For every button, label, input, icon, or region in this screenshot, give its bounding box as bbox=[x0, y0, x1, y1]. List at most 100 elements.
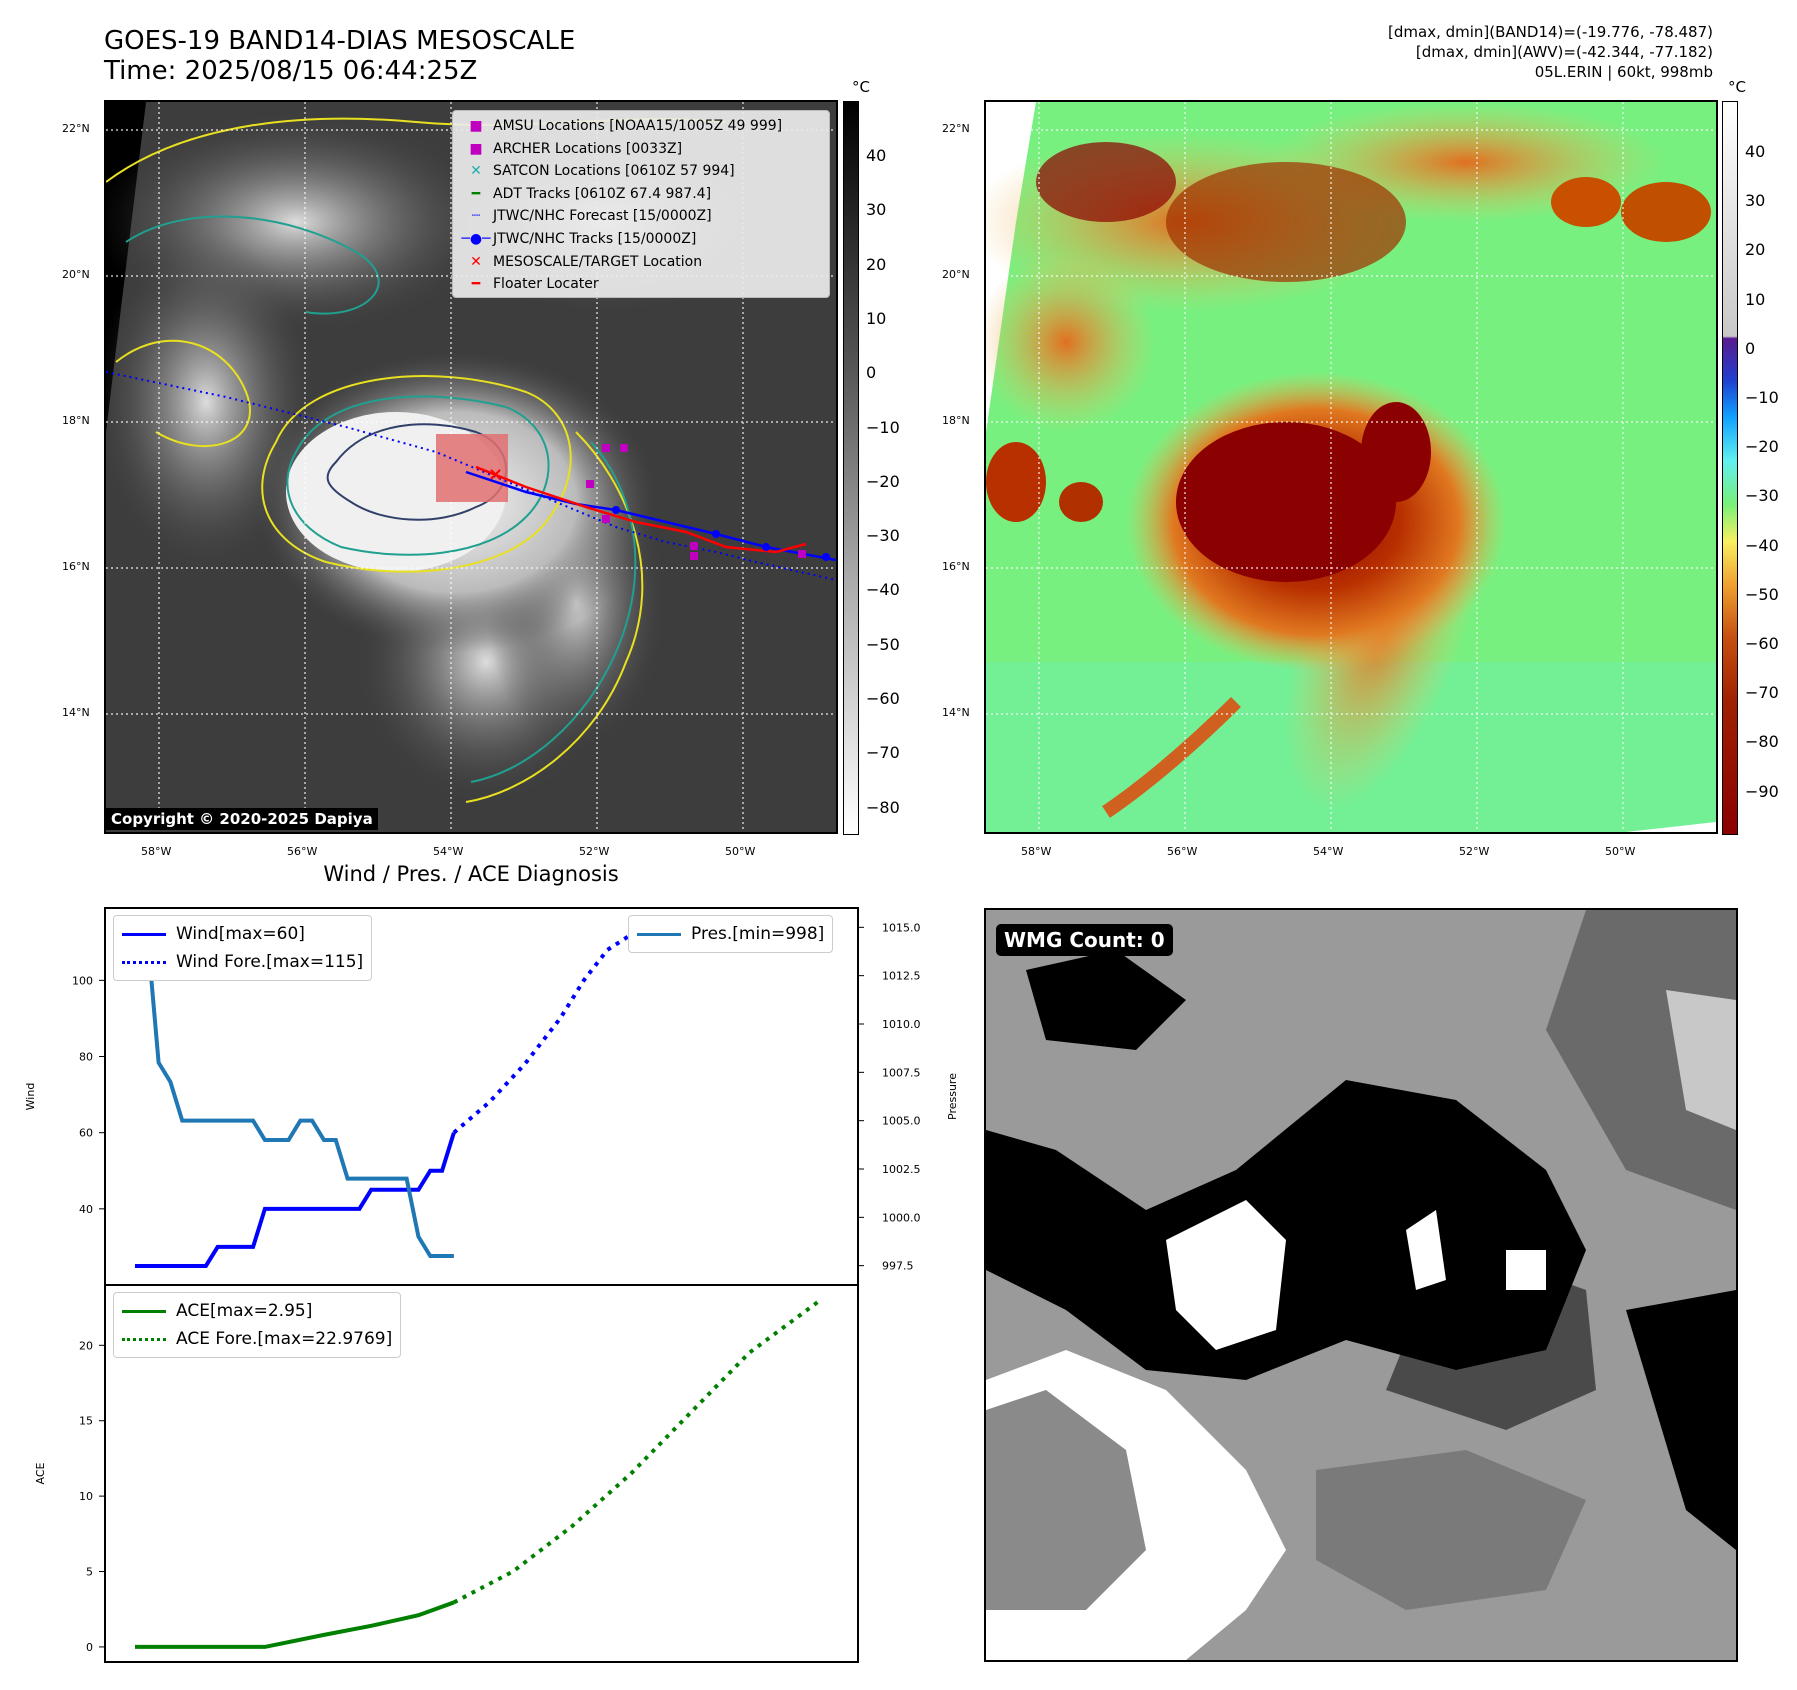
title-line1: GOES-19 BAND14-DIAS MESOSCALE bbox=[104, 26, 576, 56]
diagnosis-title: Wind / Pres. / ACE Diagnosis bbox=[323, 862, 619, 886]
wmg-count-label: WMG Count: 0 bbox=[996, 924, 1173, 956]
info-line3: 05L.ERIN | 60kt, 998mb bbox=[1534, 63, 1713, 81]
wind-y-tick-label: 80 bbox=[79, 1051, 93, 1064]
ace-y-tick-label: 5 bbox=[86, 1566, 93, 1579]
pressure-y-tick-label: 1002.5 bbox=[882, 1163, 921, 1176]
ace-legend: ACE[max=2.95] ACE Fore.[max=22.9769] bbox=[113, 1292, 402, 1358]
legend-label: Wind[max=60] bbox=[176, 924, 305, 944]
wind-legend: Wind[max=60] Wind Fore.[max=115] bbox=[113, 915, 373, 981]
lon-label: 54°W bbox=[433, 845, 464, 858]
colorbar-tick-label: 10 bbox=[1745, 289, 1766, 309]
colorbar-tick-label: −30 bbox=[1745, 486, 1779, 506]
lon-label: 50°W bbox=[725, 845, 756, 858]
ace-y-tick-label: 20 bbox=[79, 1339, 93, 1352]
map-legend: ■ AMSU Locations [NOAA15/1005Z 49 999] ■ A… bbox=[452, 110, 830, 298]
legend-label: MESOSCALE/TARGET Location bbox=[493, 253, 703, 270]
colorbar-tick-label: −10 bbox=[1745, 388, 1779, 407]
legend-entry-archer: ■ ARCHER Locations [0033Z] bbox=[469, 140, 683, 157]
legend-label: ARCHER Locations [0033Z] bbox=[493, 140, 683, 157]
lon-label: 58°W bbox=[1021, 845, 1052, 858]
colorbar-tick-label: −80 bbox=[1745, 732, 1779, 752]
legend-entry-wind: Wind[max=60] bbox=[122, 920, 363, 948]
info-line2: [dmax, dmin](AWV)=(-42.344, -77.182) bbox=[1415, 43, 1713, 61]
pressure-y-tick-label: 1012.5 bbox=[882, 970, 921, 983]
ir-grayscale-map: × ■ AMSU Locations [NOAA15/1005Z 49 999] … bbox=[104, 100, 838, 834]
legend-entry-ace: ACE[max=2.95] bbox=[122, 1297, 392, 1325]
ace-series-line-0 bbox=[135, 1600, 455, 1649]
wind-pressure-panel: 40 60 80 100 997.5 1000.0 1002.5 1005.0 1007.5 10… bbox=[24, 907, 959, 1286]
legend-label: Wind Fore.[max=115] bbox=[176, 952, 364, 972]
colorbar-tick-label: −70 bbox=[1745, 683, 1779, 703]
pressure-y-tick-label: 1010.0 bbox=[882, 1018, 921, 1031]
colorbar-tick-label: −70 bbox=[866, 743, 900, 763]
legend-label: SATCON Locations [0610Z 57 994] bbox=[493, 163, 735, 180]
pressure-axis-label: Pressure bbox=[946, 1073, 959, 1120]
legend-label: AMSU Locations [NOAA15/1005Z 49 999] bbox=[493, 118, 783, 134]
ace-plot-frame bbox=[104, 1284, 859, 1663]
svg-text:×: × bbox=[488, 464, 503, 485]
colorbar-tick-label: −10 bbox=[866, 417, 900, 437]
series-line-0 bbox=[135, 1132, 456, 1268]
colorbar-tick-label: 40 bbox=[866, 146, 887, 165]
lon-label: 50°W bbox=[1605, 845, 1636, 858]
series-line-2 bbox=[135, 925, 454, 1258]
colorbar-tick-label: 10 bbox=[866, 308, 887, 328]
lon-label: 52°W bbox=[1459, 845, 1490, 858]
lat-label: 14°N bbox=[942, 706, 970, 719]
ace-y-tick-label: 15 bbox=[79, 1415, 93, 1428]
pressure-y-tick-label: 1015.0 bbox=[882, 921, 921, 934]
lat-label: 16°N bbox=[62, 560, 90, 573]
colorbar-color-unit: °C bbox=[1728, 78, 1746, 96]
legend-entry-tracks: ─●─ JTWC/NHC Tracks [15/0000Z] bbox=[461, 230, 697, 247]
legend-entry-wind-forecast: Wind Fore.[max=115] bbox=[122, 948, 363, 976]
legend-entry-amsu: ■ AMSU Locations [NOAA15/1005Z 49 999] bbox=[469, 118, 783, 134]
ace-panel: 0 5 10 15 20 ACE bbox=[34, 1284, 859, 1663]
lon-label: 58°W bbox=[141, 845, 172, 858]
lat-label: 18°N bbox=[62, 414, 90, 427]
lon-label: 56°W bbox=[1167, 845, 1198, 858]
pressure-y-tick-label: 1000.0 bbox=[882, 1211, 921, 1224]
title-line2: Time: 2025/08/15 06:44:25Z bbox=[104, 56, 478, 86]
lat-label: 16°N bbox=[942, 560, 970, 573]
legend-entry-adt: ━ ADT Tracks [0610Z 67.4 987.4] bbox=[471, 185, 712, 202]
pressure-y-tick-label: 1007.5 bbox=[882, 1066, 921, 1079]
legend-entry-pressure: Pres.[min=998] bbox=[637, 920, 824, 948]
lat-label: 20°N bbox=[62, 268, 90, 281]
colorbar-gray bbox=[843, 101, 859, 835]
colorbar-gray-unit: °C bbox=[852, 78, 870, 96]
ace-y-tick-label: 0 bbox=[86, 1641, 93, 1654]
legend-label: JTWC/NHC Forecast [15/0000Z] bbox=[493, 208, 712, 225]
ir-color-imagery bbox=[986, 102, 1716, 832]
legend-label: ADT Tracks [0610Z 67.4 987.4] bbox=[493, 185, 712, 202]
ir-color-map bbox=[984, 100, 1718, 834]
legend-entry-satcon: ✕ SATCON Locations [0610Z 57 994] bbox=[470, 163, 735, 180]
colorbar-tick-label: −40 bbox=[1745, 535, 1779, 555]
colorbar-tick-label: 30 bbox=[866, 200, 887, 220]
wmg-imagery bbox=[986, 910, 1736, 1660]
legend-label: ACE[max=2.95] bbox=[176, 1301, 313, 1321]
legend-entry-target: ✕ MESOSCALE/TARGET Location bbox=[470, 253, 703, 270]
colorbar-tick-label: −60 bbox=[866, 689, 900, 708]
lon-label: 52°W bbox=[579, 845, 610, 858]
colorbar-tick-label: 30 bbox=[1745, 191, 1766, 211]
lat-label: 14°N bbox=[62, 706, 90, 719]
legend-label: JTWC/NHC Tracks [15/0000Z] bbox=[493, 230, 697, 247]
colorbar-tick-label: 40 bbox=[1745, 142, 1766, 161]
colorbar-color bbox=[1722, 101, 1738, 835]
pressure-legend: Pres.[min=998] bbox=[628, 915, 834, 953]
lon-label: 56°W bbox=[287, 845, 318, 858]
series-line-1 bbox=[452, 921, 821, 1135]
lat-label: 22°N bbox=[62, 122, 90, 135]
figure-title: GOES-19 BAND14-DIAS MESOSCALE Time: 2025… bbox=[104, 26, 575, 86]
lat-label: 18°N bbox=[942, 414, 970, 427]
colorbar-tick-label: −50 bbox=[1745, 584, 1779, 604]
storm-info: [dmax, dmin](BAND14)=(-19.776, -78.487) … bbox=[1388, 22, 1713, 82]
colorbar-tick-label: 20 bbox=[1745, 240, 1766, 260]
colorbar-tick-label: −40 bbox=[866, 580, 900, 600]
legend-entry-floater: ━ Floater Locater bbox=[471, 276, 599, 293]
ace-axis-label: ACE bbox=[34, 1462, 47, 1484]
wind-y-tick-label: 60 bbox=[79, 1127, 93, 1140]
legend-label: Pres.[min=998] bbox=[691, 924, 825, 944]
colorbar-tick-label: 0 bbox=[866, 363, 877, 383]
legend-label: Floater Locater bbox=[493, 276, 599, 293]
